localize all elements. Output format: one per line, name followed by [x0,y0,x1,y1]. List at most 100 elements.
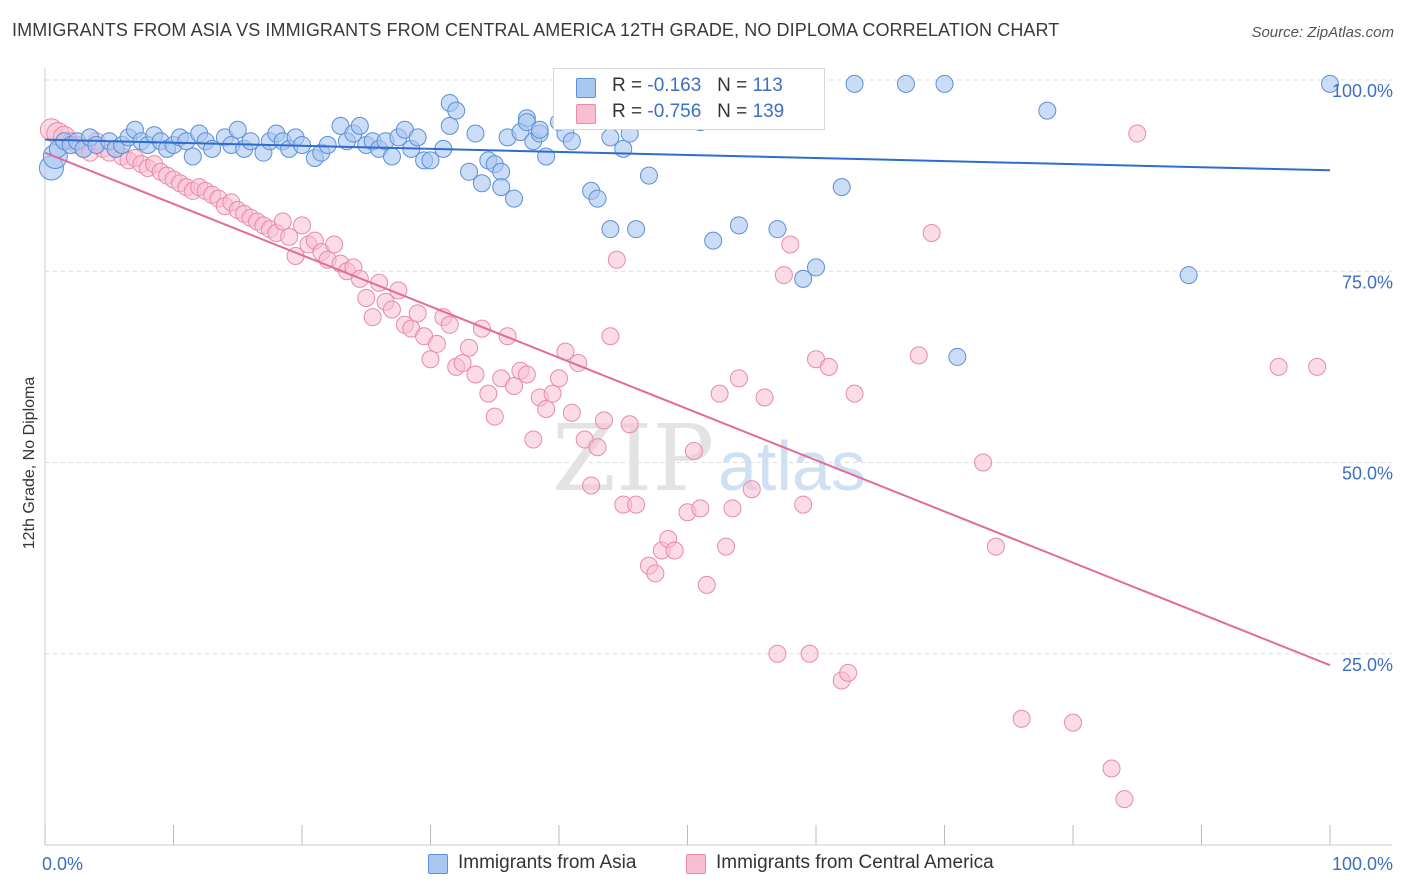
point-asia [318,136,337,155]
r-label: R = [612,101,643,122]
y-tick-label: 100.0% [1332,81,1393,101]
n-label: N = [717,101,748,122]
point-central-america [466,365,485,384]
point-asia [794,269,813,288]
point-central-america [325,235,344,254]
axes [44,68,1392,846]
point-asia [729,216,748,235]
point-central-america [922,224,941,242]
n-label: N = [717,75,748,96]
legend-label-asia: Immigrants from Asia [458,852,637,873]
point-asia [382,147,401,166]
point-central-america [729,369,748,388]
point-central-america [794,495,813,514]
point-asia [530,120,549,139]
point-central-america [357,289,376,308]
chart-title: IMMIGRANTS FROM ASIA VS IMMIGRANTS FROM … [12,20,1060,40]
central-america-swatch [576,104,596,124]
point-central-america [1102,759,1121,778]
point-asia [562,132,581,151]
n-value-central-america: 139 [752,101,785,122]
point-asia [440,116,459,135]
point-central-america [460,338,479,357]
point-asia [768,220,787,239]
point-asia [807,258,825,277]
point-asia [492,178,511,197]
point-asia [447,101,466,120]
tick-labels: 25.0% 50.0% 75.0% 100.0% 0.0% 100.0% [42,81,1393,874]
x-tick-label: 100.0% [1332,854,1393,874]
y-tick-label: 50.0% [1342,464,1393,484]
point-central-america [974,453,993,472]
point-central-america [1115,790,1134,809]
point-asia [832,178,851,197]
point-asia [601,220,620,239]
point-central-america [1064,713,1082,732]
point-asia [472,174,491,193]
point-asia [1038,101,1057,120]
point-asia [588,189,607,208]
point-central-america [440,315,459,334]
y-tick-label: 75.0% [1342,272,1393,292]
point-asia [627,220,646,239]
stats-legend: R = -0.163 N = 113 R = -0.756 N = 139 [553,68,825,130]
point-asia [935,74,954,93]
asia-swatch [428,854,448,874]
point-central-america [781,235,800,254]
point-central-america [800,644,819,663]
trend-line-central-america [44,151,1331,667]
point-central-america [1012,709,1031,728]
point-asia [492,162,511,181]
point-asia [408,128,427,147]
point-central-america [505,377,524,395]
point-central-america [742,480,761,499]
source-credit: Source: ZipAtlas.com [1251,24,1394,41]
point-central-america [427,334,446,353]
n-value-asia: 113 [752,75,783,96]
point-central-america [627,495,646,514]
point-central-america [588,438,607,457]
point-central-america [665,541,684,560]
point-asia [505,189,524,208]
point-asia [845,74,864,93]
point-central-america [839,663,858,682]
point-asia [948,347,967,366]
point-central-america [684,442,703,461]
point-central-america [717,537,736,556]
point-central-america [710,384,729,403]
point-asia [350,116,369,135]
point-asia [460,162,479,181]
y-tick-label: 25.0% [1342,655,1393,675]
point-central-america [768,644,787,663]
point-central-america [697,575,716,594]
point-central-america [550,369,568,388]
point-central-america [479,384,498,403]
point-central-america [582,476,601,495]
point-central-america [620,415,639,434]
point-central-america [819,357,838,376]
point-asia [421,151,440,170]
point-central-america [986,537,1005,556]
point-central-america [909,346,928,365]
point-asia [183,147,202,166]
grid-lines [45,79,1392,655]
point-central-america [562,403,581,422]
point-central-america [421,350,440,369]
point-asia [704,231,723,250]
point-asia [1179,266,1198,285]
point-central-america [774,266,793,285]
point-central-america [543,384,562,403]
point-central-america [1269,357,1288,376]
point-central-america [755,388,774,407]
point-asia [614,139,633,158]
trend-line-asia [44,138,1331,172]
point-central-america [280,227,299,246]
point-central-america [607,250,626,269]
r-value-asia: -0.163 [647,75,702,96]
point-central-america [845,384,864,403]
series-legend: Immigrants from Asia Immigrants from Cen… [0,852,1406,880]
point-central-america [293,216,311,235]
watermark-atlas: atlas [718,427,866,505]
x-tick-label: 0.0% [42,854,83,874]
